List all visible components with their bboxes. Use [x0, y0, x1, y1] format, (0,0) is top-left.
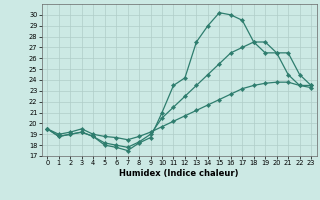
- X-axis label: Humidex (Indice chaleur): Humidex (Indice chaleur): [119, 169, 239, 178]
